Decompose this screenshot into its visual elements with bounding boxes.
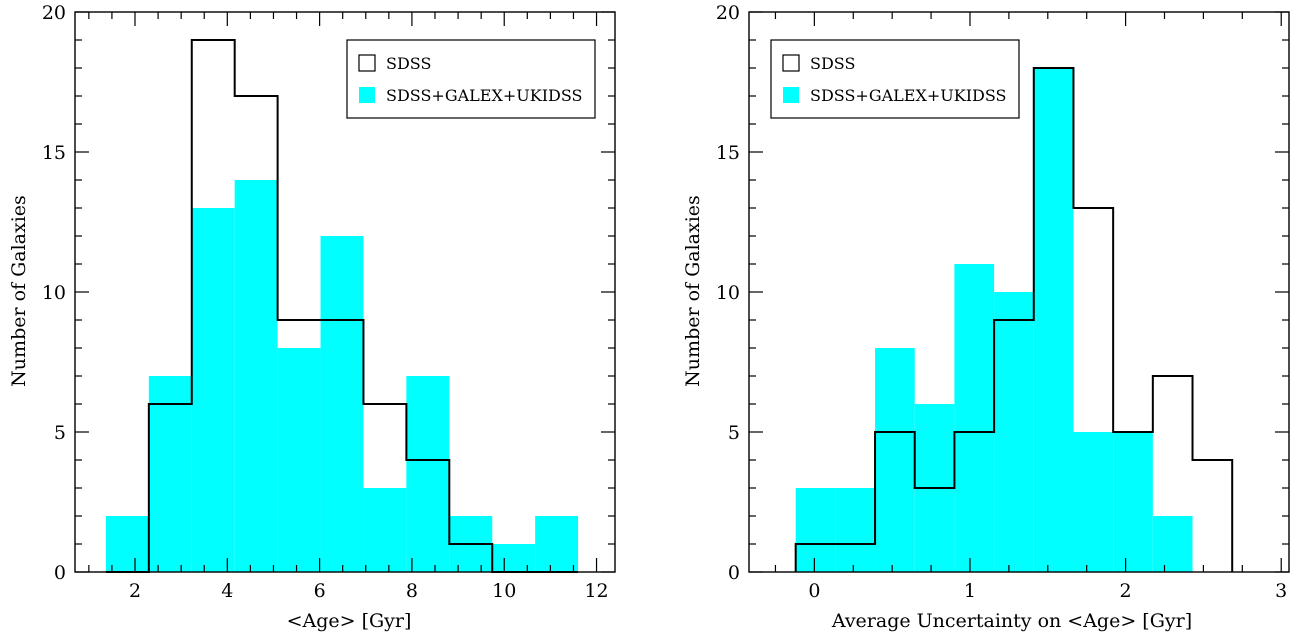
legend-label-sdss: SDSS	[386, 54, 431, 73]
histogram-bar-filled	[835, 488, 876, 572]
histogram-bar-filled	[105, 516, 149, 572]
x-tick-label: 1	[964, 580, 976, 602]
histogram-bar-filled	[994, 292, 1034, 572]
histogram-bar-filled	[1152, 516, 1193, 572]
histogram-bar-filled	[1113, 432, 1153, 572]
x-tick-label: 4	[221, 580, 233, 602]
y-axis-label: Number of Galaxies	[8, 195, 30, 387]
x-axis-label: Average Uncertainty on <Age> [Gyr]	[831, 610, 1192, 632]
legend-label-sdss: SDSS	[810, 54, 855, 73]
y-tick-label: 15	[716, 142, 740, 164]
x-tick-label: 2	[129, 580, 141, 602]
histogram-bar-filled	[277, 348, 321, 572]
histogram-bar-filled	[320, 236, 364, 572]
legend-box	[346, 39, 596, 119]
legend-label-combined: SDSS+GALEX+UKIDSS	[386, 86, 583, 105]
y-tick-label: 0	[54, 562, 66, 584]
legend-swatch-outline	[358, 54, 376, 72]
age-histogram-panel: <Age> [Gyr] Number of Galaxies 2 4 6 8 10 12 0…	[8, 2, 616, 632]
histogram-bar-filled	[191, 208, 235, 572]
y-tick-label: 5	[728, 422, 740, 444]
y-tick-label: 10	[42, 282, 66, 304]
uncertainty-histogram-panel: Average Uncertainty on <Age> [Gyr] Numbe…	[682, 2, 1290, 632]
y-tick-label: 5	[54, 422, 66, 444]
x-tick-label: 8	[406, 580, 418, 602]
x-tick-label: 2	[1120, 580, 1132, 602]
x-tick-label: 12	[584, 580, 608, 602]
x-tick-label: 3	[1275, 580, 1287, 602]
histogram-step-outline	[105, 39, 579, 573]
legend-swatch-filled	[783, 87, 799, 103]
x-axis-label: <Age> [Gyr]	[287, 610, 412, 632]
y-tick-label: 10	[716, 282, 740, 304]
histogram-bar-filled	[492, 544, 536, 572]
histogram-bar-filled	[148, 376, 192, 572]
y-axis-label: Number of Galaxies	[682, 195, 704, 387]
histogram-step-outline	[794, 67, 1234, 572]
legend-label-combined: SDSS+GALEX+UKIDSS	[810, 86, 1007, 105]
legend-box	[770, 39, 1020, 119]
y-tick-label: 0	[728, 562, 740, 584]
y-tick-label: 15	[42, 142, 66, 164]
legend-swatch-outline	[782, 54, 800, 72]
legend-swatch-filled	[359, 87, 375, 103]
histogram-bar-filled	[875, 348, 915, 572]
histogram-bar-filled	[1033, 68, 1074, 572]
histogram-bar-filled	[406, 376, 450, 572]
y-tick-label: 20	[716, 2, 740, 24]
histogram-bar-filled	[234, 180, 278, 572]
histogram-bar-filled	[795, 488, 836, 572]
x-tick-label: 6	[314, 580, 326, 602]
histogram-bar-filled	[535, 516, 579, 572]
histogram-bar-filled	[954, 264, 995, 572]
x-tick-label: 10	[492, 580, 516, 602]
histogram-bar-filled	[363, 488, 407, 572]
x-tick-label: 0	[808, 580, 820, 602]
histogram-bar-filled	[1073, 432, 1114, 572]
y-tick-label: 20	[42, 2, 66, 24]
